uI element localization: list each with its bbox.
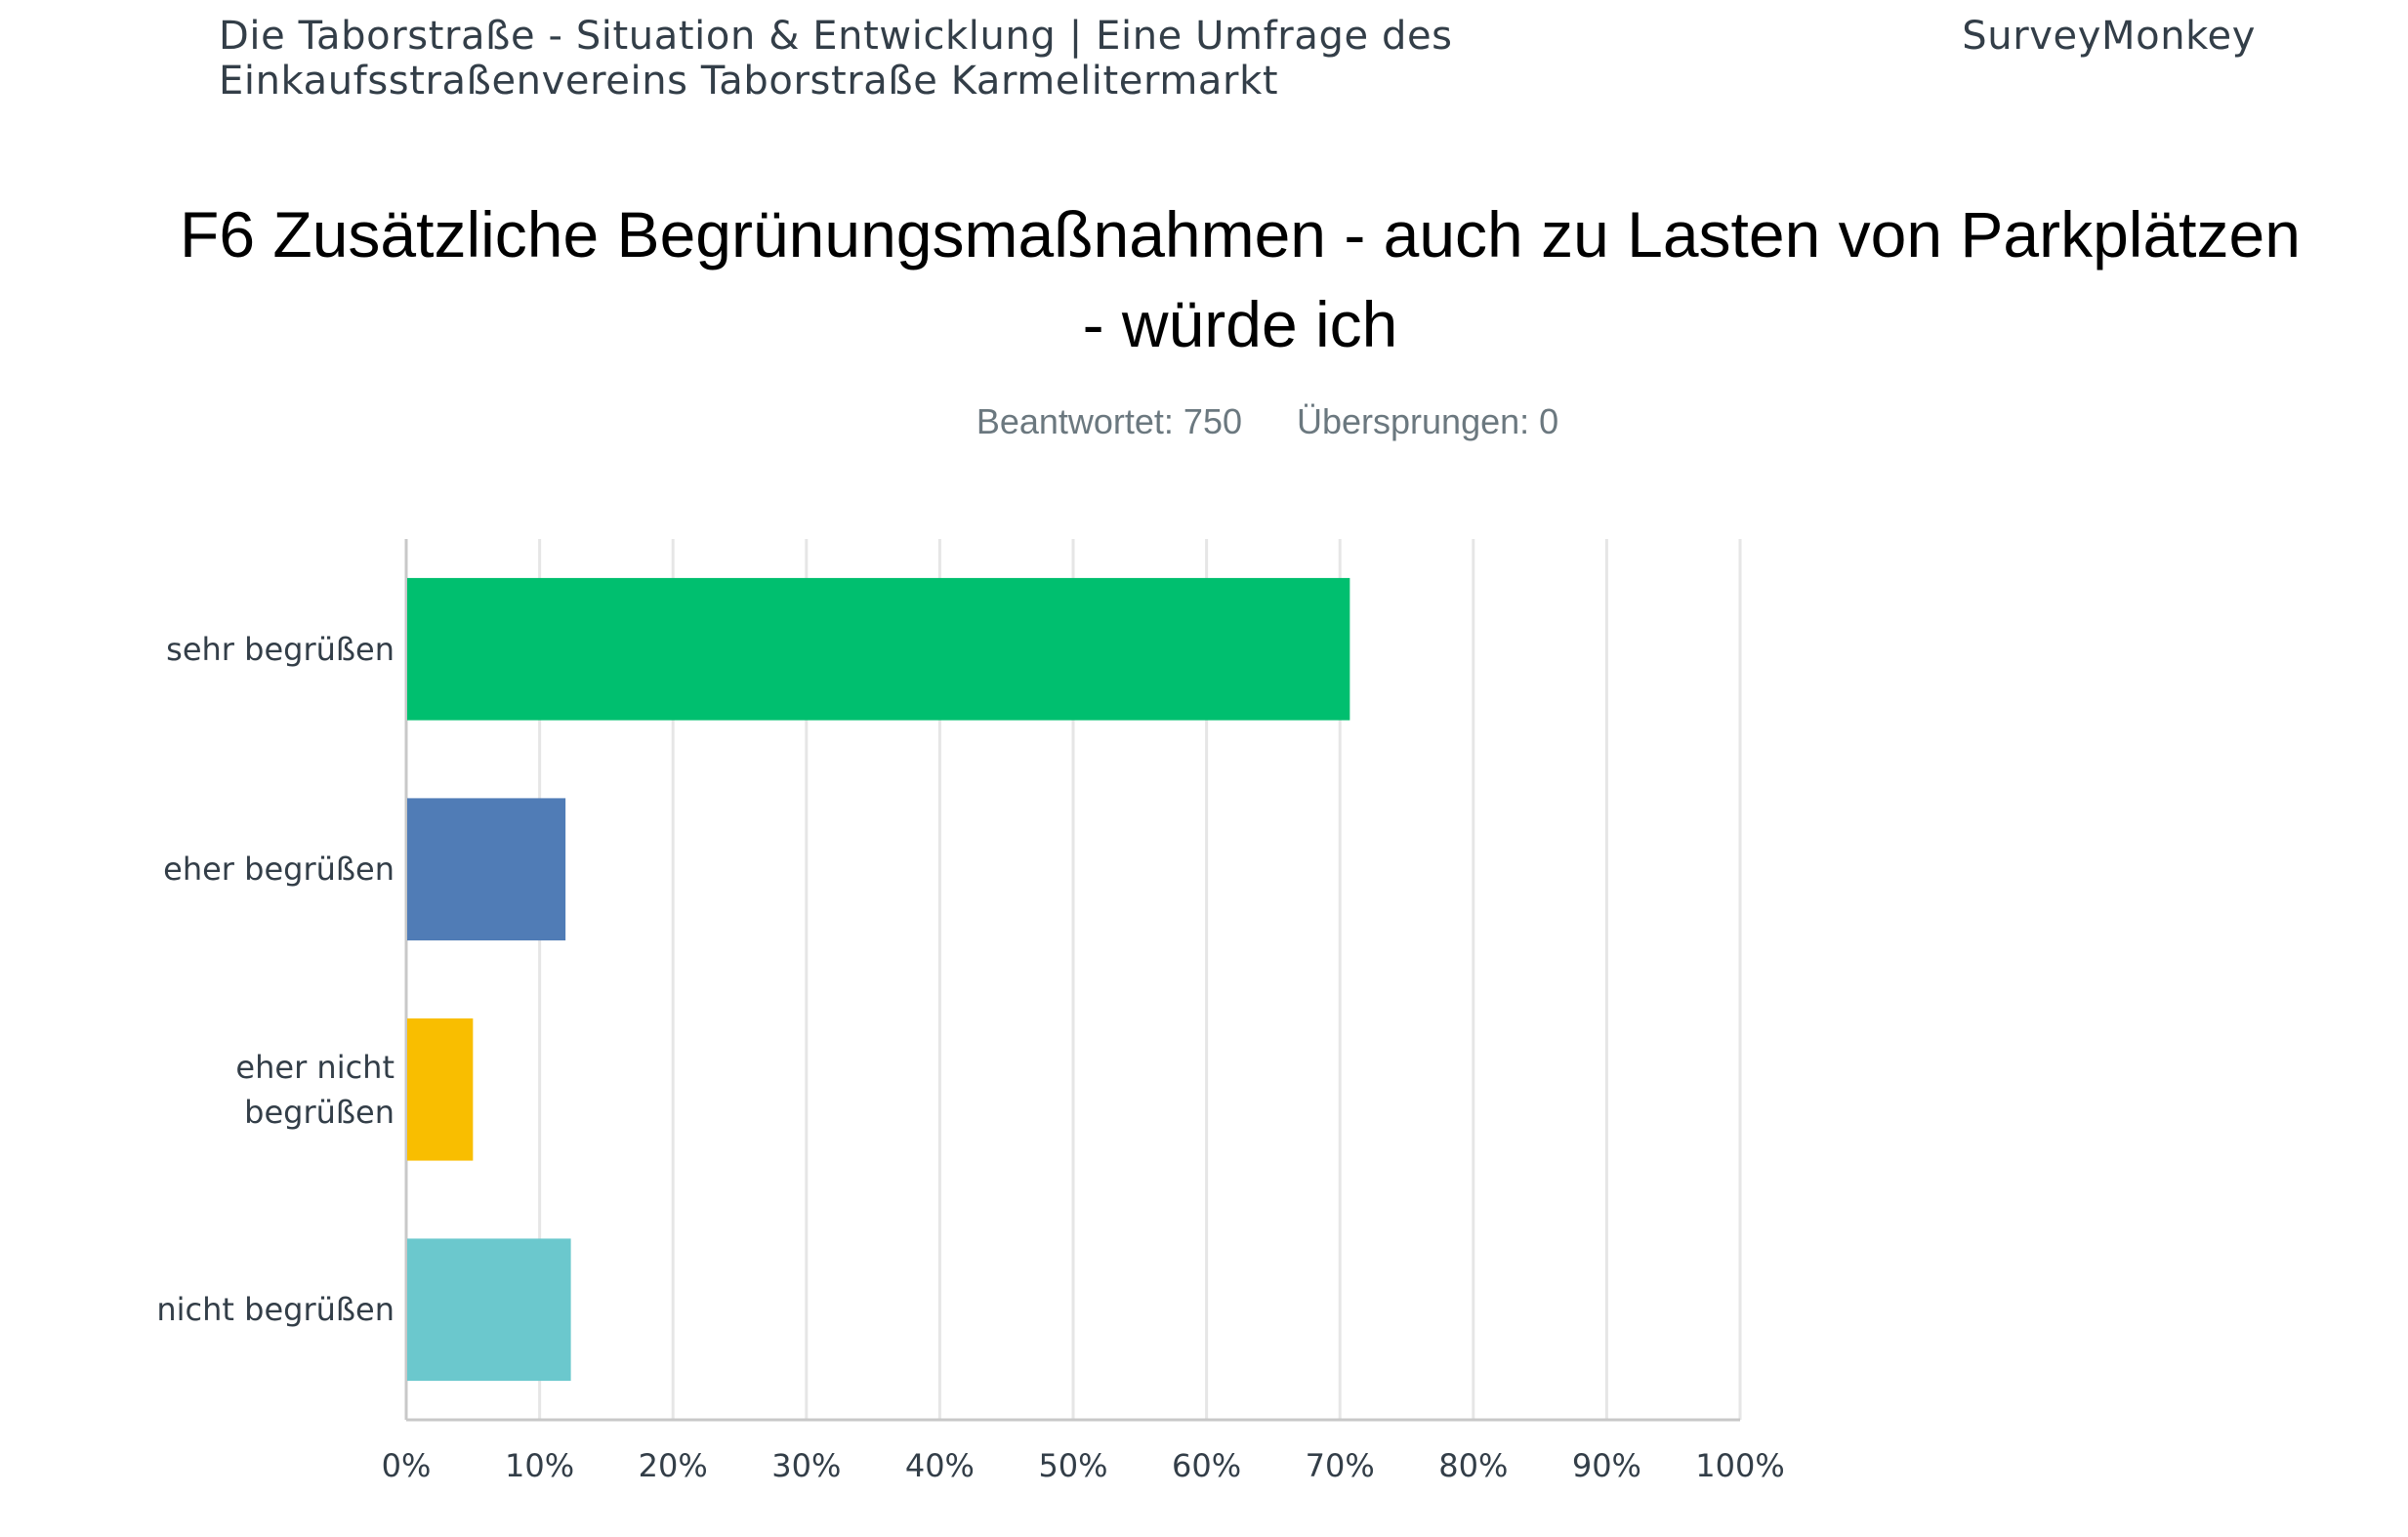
x-tick-label: 30%	[771, 1447, 841, 1484]
category-label: nicht begrüßen	[141, 1287, 394, 1332]
category-label: sehr begrüßen	[141, 627, 394, 672]
category-label: eher nicht begrüßen	[141, 1045, 394, 1135]
category-label-line: sehr begrüßen	[166, 630, 394, 668]
x-tick-label: 40%	[905, 1447, 975, 1484]
survey-title-line-1: Die Taborstraße - Situation & Entwicklun…	[219, 14, 1453, 59]
x-tick-label: 0%	[382, 1447, 432, 1484]
question-title-line-1: F6 Zusätzliche Begrünungsmaßnahmen - auc…	[180, 198, 2301, 270]
brand-name: SurveyMonkey	[1962, 14, 2256, 59]
x-tick-label: 20%	[639, 1447, 708, 1484]
category-label-line: eher nicht	[235, 1048, 394, 1086]
category-label: eher begrüßen	[141, 847, 394, 892]
question-title: F6 Zusätzliche Begrünungsmaßnahmen - auc…	[117, 189, 2363, 369]
category-label-line: nicht begrüßen	[156, 1291, 394, 1329]
response-stats: Beantwortet: 750 Übersprungen: 0	[0, 398, 2408, 445]
category-label-line: begrüßen	[244, 1093, 394, 1131]
x-tick-label: 50%	[1038, 1447, 1107, 1484]
question-title-line-2: - würde ich	[1082, 288, 1398, 360]
x-tick-label: 10%	[505, 1447, 574, 1484]
survey-title-line-2: Einkaufsstraßenvereins Taborstraße Karme…	[219, 59, 1279, 104]
x-tick-label: 80%	[1438, 1447, 1508, 1484]
x-tick-label: 100%	[1695, 1447, 1784, 1484]
x-tick-label: 70%	[1306, 1447, 1375, 1484]
skipped-count: Übersprungen: 0	[1297, 401, 1559, 441]
bar	[407, 1018, 474, 1161]
bar	[407, 1238, 571, 1382]
category-label-line: eher begrüßen	[163, 851, 394, 889]
bar	[407, 798, 566, 941]
answered-count: Beantwortet: 750	[976, 401, 1242, 441]
x-tick-label: 60%	[1172, 1447, 1241, 1484]
bar	[407, 577, 1350, 721]
x-tick-label: 90%	[1572, 1447, 1641, 1484]
survey-title: Die Taborstraße - Situation & Entwicklun…	[219, 14, 1586, 104]
